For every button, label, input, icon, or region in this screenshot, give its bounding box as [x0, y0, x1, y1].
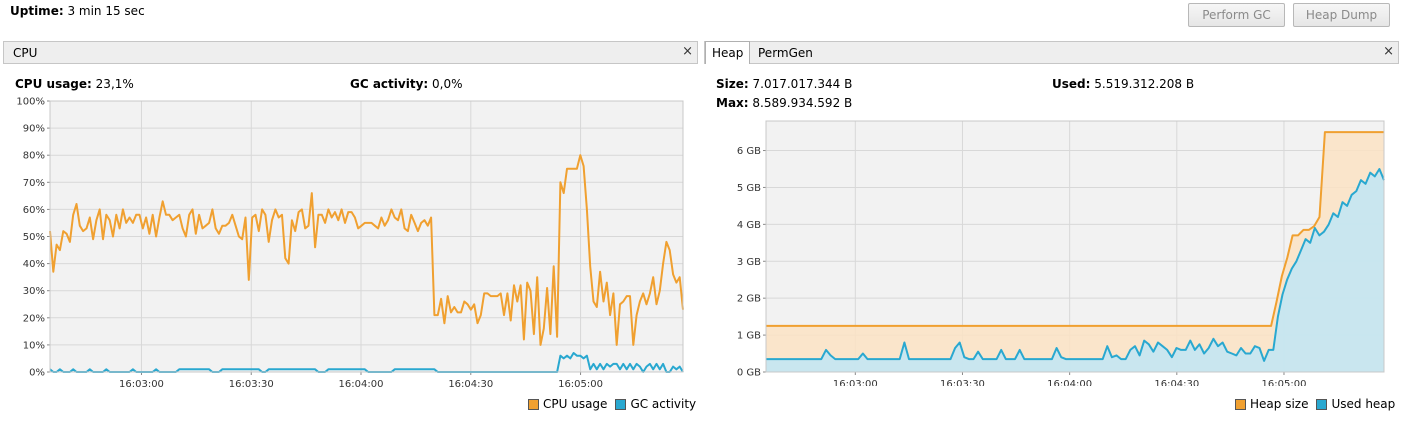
- cpu-y-tick-label: 90%: [23, 124, 45, 135]
- heap-x-tick-label: 16:04:00: [1047, 379, 1092, 386]
- cpu-y-tick-label: 20%: [23, 313, 45, 324]
- heap-size-label: Size:: [716, 77, 749, 91]
- cpu-usage-value: 23,1%: [95, 77, 134, 91]
- tab-cpu[interactable]: CPU: [13, 45, 38, 60]
- cpu-y-tick-label: 60%: [23, 205, 45, 216]
- heap-y-tick-label: 4 GB: [737, 220, 761, 231]
- cpu-x-tick-label: 16:03:30: [229, 379, 274, 390]
- heap-max-value: 8.589.934.592 B: [752, 96, 853, 110]
- cpu-y-tick-label: 80%: [23, 151, 45, 162]
- heap-used-readout: Used: 5.519.312.208 B: [1052, 77, 1194, 91]
- cpu-usage-label: CPU usage:: [15, 77, 92, 91]
- heap-x-tick-label: 16:03:00: [833, 379, 878, 386]
- cpu-legend: CPU usage GC activity: [528, 397, 696, 411]
- heap-chart: 0 GB 1 GB 2 GB 3 GB 4 GB 5 GB 6 GB 16:03:00 16:0…: [737, 120, 1385, 386]
- memory-tab-bar: Heap PermGen ×: [704, 41, 1399, 64]
- heap-size-legend-label: Heap size: [1250, 397, 1309, 411]
- heap-y-tick-label: 2 GB: [737, 294, 761, 305]
- heap-legend: Heap size Used heap: [1235, 397, 1395, 411]
- cpu-y-tick-label: 30%: [23, 286, 45, 297]
- gc-activity-value: 0,0%: [432, 77, 463, 91]
- cpu-y-tick-label: 0%: [29, 368, 45, 379]
- heap-y-tick-label: 1 GB: [737, 331, 761, 342]
- gc-activity-readout: GC activity: 0,0%: [350, 77, 463, 91]
- heap-y-tick-label: 6 GB: [737, 146, 761, 157]
- used-heap-legend-label: Used heap: [1331, 397, 1396, 411]
- uptime-label: Uptime:: [10, 4, 64, 18]
- cpu-x-tick-label: 16:04:30: [448, 379, 493, 390]
- uptime-value: 3 min 15 sec: [67, 4, 145, 18]
- memory-close-icon[interactable]: ×: [1383, 44, 1394, 59]
- heap-y-tick-label: 5 GB: [737, 183, 761, 194]
- heap-size-line: [766, 131, 1384, 327]
- cpu-usage-swatch: [528, 398, 539, 410]
- cpu-y-tick-label: 100%: [16, 97, 45, 108]
- uptime-readout: Uptime: 3 min 15 sec: [10, 4, 145, 18]
- cpu-x-tick-label: 16:05:00: [558, 379, 603, 390]
- heap-x-tick-label: 16:04:30: [1154, 379, 1199, 386]
- cpu-y-tick-label: 50%: [23, 232, 45, 243]
- cpu-y-tick-label: 70%: [23, 178, 45, 189]
- used-heap-swatch: [1316, 398, 1328, 410]
- cpu-plot-frame: [49, 100, 684, 373]
- heap-y-tick-label: 0 GB: [737, 368, 761, 379]
- heap-x-tick-label: 16:03:30: [940, 379, 985, 386]
- heap-used-label: Used:: [1052, 77, 1091, 91]
- cpu-tab-bar: CPU ×: [3, 41, 698, 64]
- cpu-usage-line: [49, 154, 684, 346]
- tab-permgen[interactable]: PermGen: [758, 45, 813, 60]
- heap-size-value: 7.017.017.344 B: [752, 77, 853, 91]
- heap-size-swatch: [1235, 398, 1246, 410]
- cpu-close-icon[interactable]: ×: [682, 44, 693, 59]
- perform-gc-button[interactable]: Perform GC: [1188, 3, 1285, 27]
- cpu-chart: 0% 10% 20% 30% 40% 50% 60% 70% 80% 90% 100% 16:03:0…: [16, 97, 684, 390]
- heap-plot-frame: [765, 120, 1385, 373]
- heap-max-readout: Max: 8.589.934.592 B: [716, 96, 852, 110]
- cpu-usage-legend-label: CPU usage: [543, 397, 608, 411]
- heap-used-value: 5.519.312.208 B: [1094, 77, 1195, 91]
- used-heap-area: [766, 169, 1384, 372]
- heap-x-tick-label: 16:05:00: [1262, 379, 1307, 386]
- cpu-y-tick-label: 40%: [23, 259, 45, 270]
- cpu-panel: CPU × CPU usage: 23,1% GC activity: 0,0%…: [3, 41, 698, 422]
- cpu-x-tick-label: 16:03:00: [119, 379, 164, 390]
- gc-activity-line: [49, 352, 684, 373]
- heap-y-tick-label: 3 GB: [737, 257, 761, 268]
- cpu-usage-readout: CPU usage: 23,1%: [15, 77, 134, 91]
- gc-activity-label: GC activity:: [350, 77, 429, 91]
- cpu-y-tick-label: 10%: [23, 340, 45, 351]
- used-heap-line: [766, 168, 1385, 362]
- heap-size-readout: Size: 7.017.017.344 B: [716, 77, 852, 91]
- gc-activity-legend-label: GC activity: [630, 397, 697, 411]
- memory-panel: Heap PermGen × Size: 7.017.017.344 B Max…: [704, 41, 1399, 422]
- heap-max-label: Max:: [716, 96, 749, 110]
- heap-dump-button[interactable]: Heap Dump: [1293, 3, 1390, 27]
- cpu-x-tick-label: 16:04:00: [339, 379, 384, 390]
- tab-heap[interactable]: Heap: [705, 41, 751, 64]
- gc-activity-swatch: [615, 398, 627, 410]
